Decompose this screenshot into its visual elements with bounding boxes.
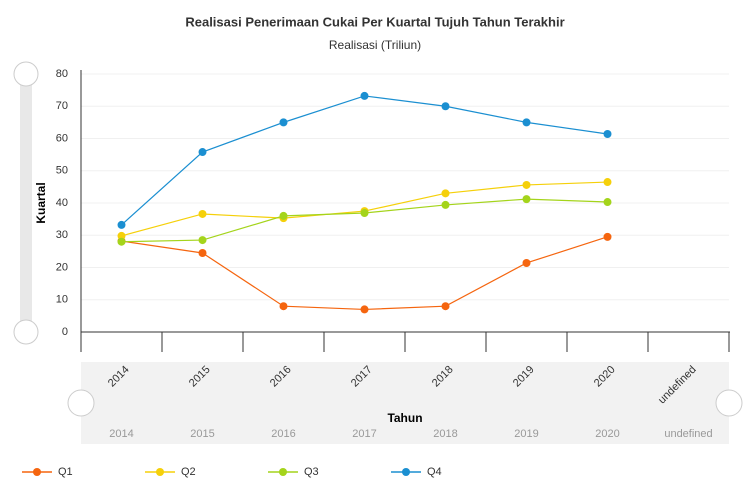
y-tick-label: 20 xyxy=(56,261,68,273)
data-point xyxy=(441,200,450,209)
y-tick-label: 60 xyxy=(56,132,68,144)
data-point xyxy=(603,232,612,241)
data-point xyxy=(198,236,207,245)
data-point xyxy=(522,195,531,204)
legend-marker xyxy=(156,468,164,476)
data-point xyxy=(441,189,450,198)
navigator-label: 2017 xyxy=(352,428,376,440)
data-point xyxy=(198,148,207,157)
navigator-label: 2016 xyxy=(271,428,295,440)
nav-handle[interactable] xyxy=(67,389,95,417)
chart-subtitle: Realisasi (Triliun) xyxy=(329,38,421,52)
data-point xyxy=(279,302,288,311)
navigator-label: 2018 xyxy=(433,428,457,440)
data-point xyxy=(117,220,126,229)
y-tick-label: 40 xyxy=(56,197,68,209)
data-point xyxy=(522,180,531,189)
legend-label: Q3 xyxy=(304,466,319,478)
data-point xyxy=(279,118,288,127)
data-point xyxy=(522,118,531,127)
y-tick-label: 50 xyxy=(56,165,68,177)
y-tick-label: 0 xyxy=(62,326,68,338)
data-point xyxy=(360,91,369,100)
navigator-label: 2015 xyxy=(190,428,214,440)
data-point xyxy=(117,237,126,246)
data-point xyxy=(603,198,612,207)
nav-handle[interactable] xyxy=(715,389,743,417)
data-point xyxy=(441,102,450,111)
legend-label: Q2 xyxy=(181,466,196,478)
series-line xyxy=(121,236,608,311)
data-point xyxy=(117,231,126,240)
legend-label: Q4 xyxy=(427,466,442,478)
data-point xyxy=(603,178,612,187)
chart-title: Realisasi Penerimaan Cukai Per Kuartal T… xyxy=(185,14,564,29)
y-tick-label: 80 xyxy=(56,68,68,80)
navigator-label: 2019 xyxy=(514,428,538,440)
y-tick-label: 30 xyxy=(56,229,68,241)
y-axis-label: Kuartal xyxy=(34,182,48,223)
navigator[interactable] xyxy=(81,362,729,444)
data-point xyxy=(441,302,450,311)
x-axis-label: Tahun xyxy=(387,411,422,425)
y-scrollbar[interactable] xyxy=(20,74,32,332)
series-line xyxy=(121,95,608,226)
data-point xyxy=(522,258,531,267)
y-handle[interactable] xyxy=(13,319,39,345)
data-point xyxy=(360,305,369,314)
y-tick-label: 70 xyxy=(56,100,68,112)
data-point xyxy=(198,209,207,218)
legend-marker xyxy=(33,468,41,476)
navigator-label: undefined xyxy=(664,428,712,440)
data-point xyxy=(603,129,612,138)
data-point xyxy=(360,208,369,217)
legend-label: Q1 xyxy=(58,466,73,478)
y-tick-label: 10 xyxy=(56,294,68,306)
data-point xyxy=(198,248,207,257)
data-point xyxy=(279,211,288,220)
navigator-label: 2020 xyxy=(595,428,619,440)
legend-marker xyxy=(279,468,287,476)
legend-marker xyxy=(402,468,410,476)
y-handle[interactable] xyxy=(13,61,39,87)
navigator-label: 2014 xyxy=(109,428,133,440)
